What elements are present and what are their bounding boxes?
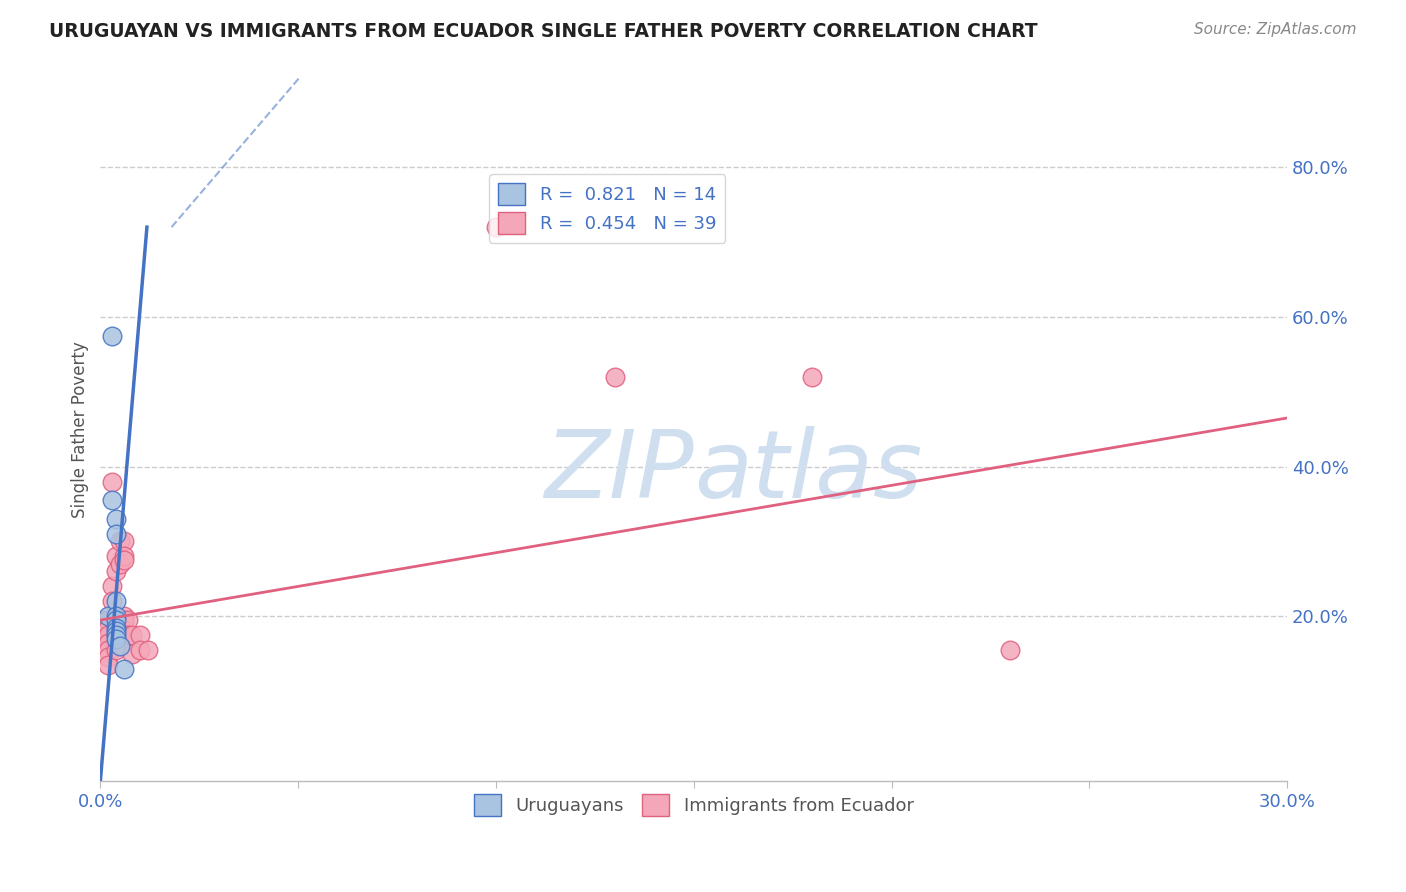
Text: ZIP: ZIP (544, 426, 693, 517)
Point (93, 613, 115, 627)
Point (105, 632, 128, 646)
Point (112, 613, 135, 627)
Point (97, 643, 120, 657)
Point (121, 647, 143, 661)
Point (108, 557, 131, 571)
Point (117, 628, 139, 642)
Point (112, 549, 135, 564)
Point (112, 553, 135, 567)
Point (998, 643, 1021, 657)
Point (101, 493, 124, 508)
Point (129, 628, 152, 642)
Text: atlas: atlas (693, 426, 922, 517)
Y-axis label: Single Father Poverty: Single Father Poverty (72, 341, 89, 517)
Point (801, 369, 824, 384)
Legend: Uruguayans, Immigrants from Ecuador: Uruguayans, Immigrants from Ecuador (465, 785, 922, 825)
Point (93, 624, 115, 639)
Text: Source: ZipAtlas.com: Source: ZipAtlas.com (1194, 22, 1357, 37)
Point (121, 628, 143, 642)
Point (97, 628, 120, 642)
Point (112, 662, 135, 676)
Point (112, 609, 135, 624)
Point (112, 534, 135, 549)
Point (105, 621, 128, 635)
Point (105, 628, 128, 642)
Point (603, 369, 626, 384)
Point (97, 657, 120, 672)
Text: URUGUAYAN VS IMMIGRANTS FROM ECUADOR SINGLE FATHER POVERTY CORRELATION CHART: URUGUAYAN VS IMMIGRANTS FROM ECUADOR SIN… (49, 22, 1038, 41)
Point (105, 643, 128, 657)
Point (105, 527, 128, 541)
Point (97, 609, 120, 624)
Point (136, 643, 159, 657)
Point (97, 650, 120, 665)
Point (105, 549, 128, 564)
Point (485, 220, 508, 235)
Point (105, 624, 128, 639)
Point (101, 594, 124, 608)
Point (97, 613, 120, 627)
Point (117, 613, 139, 627)
Point (93, 621, 115, 635)
Point (105, 512, 128, 526)
Point (93, 632, 115, 646)
Point (105, 613, 128, 627)
Point (105, 594, 128, 608)
Point (108, 613, 131, 627)
Point (97, 635, 120, 649)
Point (105, 613, 128, 627)
Point (108, 628, 131, 642)
Point (129, 643, 152, 657)
Point (105, 609, 128, 624)
Point (105, 565, 128, 579)
Point (97, 621, 120, 635)
Point (108, 534, 131, 549)
Point (101, 475, 124, 489)
Point (101, 328, 124, 343)
Point (105, 628, 128, 642)
Point (108, 640, 131, 654)
Point (101, 579, 124, 593)
